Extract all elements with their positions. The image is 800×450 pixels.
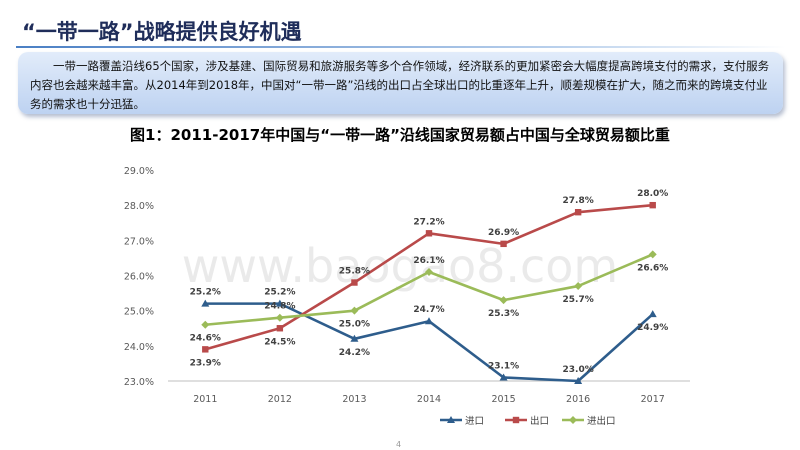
data-label-export: 23.9% [190, 358, 221, 368]
data-point-export [500, 240, 507, 248]
data-point-total [499, 296, 508, 305]
watermark-text: www.baogao8.com [182, 239, 618, 293]
data-point-total [201, 320, 210, 329]
x-tick-label: 2016 [566, 394, 590, 405]
legend-marker-import [447, 416, 455, 423]
data-label-import: 23.0% [563, 365, 594, 375]
x-tick-label: 2017 [641, 394, 665, 405]
data-point-import [648, 310, 657, 318]
y-tick-label: 27.0% [124, 236, 154, 247]
y-tick-label: 23.0% [124, 377, 154, 388]
legend-label-export: 出口 [530, 415, 549, 427]
data-label-import: 25.2% [190, 288, 221, 298]
data-label-export: 27.8% [563, 196, 594, 206]
y-tick-label: 28.0% [124, 201, 154, 212]
legend-marker-total [569, 416, 577, 424]
legend-label-import: 进口 [465, 416, 484, 427]
data-label-import: 24.9% [637, 323, 668, 333]
intro-callout: 一带一路覆盖沿线65个国家，涉及基建、国际贸易和旅游服务等多个合作领域，经济联系… [18, 52, 783, 114]
y-tick-label: 24.0% [124, 342, 154, 353]
data-label-total: 24.6% [190, 334, 221, 344]
data-point-total [648, 250, 657, 259]
data-point-import [425, 317, 433, 325]
y-tick-label: 25.0% [124, 307, 154, 318]
data-label-total: 25.7% [563, 295, 594, 305]
data-label-import: 23.1% [488, 361, 519, 371]
data-point-total [350, 306, 359, 315]
intro-text: 一带一路覆盖沿线65个国家，涉及基建、国际贸易和旅游服务等多个合作领域，经济联系… [30, 59, 770, 111]
data-label-import: 25.2% [264, 288, 295, 298]
y-tick-label: 29.0% [124, 166, 154, 177]
data-point-import [350, 334, 359, 342]
data-point-export [202, 346, 209, 353]
title-underline [16, 46, 786, 48]
data-label-total: 24.8% [264, 302, 295, 312]
data-label-import: 24.7% [413, 305, 444, 315]
data-label-import: 24.2% [339, 348, 370, 358]
x-tick-label: 2015 [491, 394, 515, 405]
data-point-total [275, 313, 284, 322]
data-label-export: 28.0% [637, 189, 668, 199]
data-label-total: 25.3% [488, 309, 519, 319]
data-label-export: 26.9% [488, 228, 519, 238]
legend-marker-export [512, 416, 520, 424]
data-point-import [275, 299, 284, 307]
data-label-export: 24.5% [264, 337, 295, 347]
page-number: 4 [396, 440, 402, 449]
data-point-export [649, 201, 656, 209]
data-point-import [201, 299, 210, 307]
data-point-import [499, 373, 508, 381]
data-label-total: 25.0% [339, 320, 370, 330]
data-label-export: 25.8% [339, 267, 370, 277]
legend-label-total: 进出口 [587, 415, 616, 427]
data-label-total: 26.1% [413, 256, 444, 266]
data-point-export [425, 230, 433, 237]
figure-title: 图1：2011-2017年中国与“一带一路”沿线国家贸易额占中国与全球贸易额比重 [130, 126, 670, 144]
y-tick-label: 26.0% [124, 272, 154, 283]
data-label-export: 27.2% [413, 217, 444, 227]
x-tick-label: 2014 [417, 394, 441, 405]
x-tick-label: 2012 [268, 394, 292, 405]
data-point-total [425, 267, 433, 276]
data-label-total: 26.6% [637, 263, 668, 273]
data-point-export [351, 279, 358, 286]
data-point-total [574, 282, 583, 291]
x-tick-label: 2011 [193, 394, 217, 405]
data-point-export [574, 209, 582, 216]
data-point-import [574, 377, 583, 384]
slide-title: “一带一路”战略提供良好机遇 [22, 20, 302, 44]
data-point-export [276, 325, 284, 332]
x-tick-label: 2013 [342, 394, 366, 405]
